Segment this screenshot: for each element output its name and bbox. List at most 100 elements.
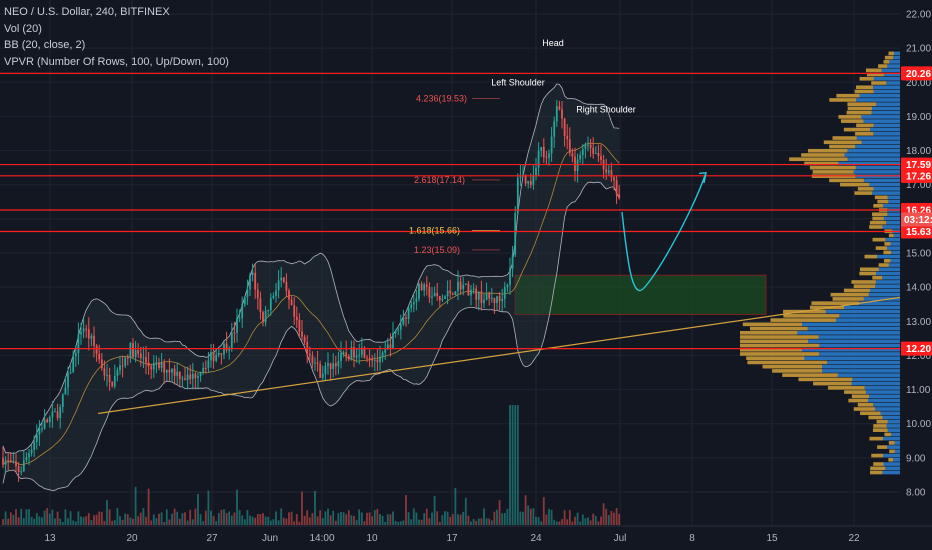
vp-up-row (873, 85, 900, 90)
candle-body (238, 318, 241, 320)
volume-bar (171, 513, 173, 525)
candle-body (600, 156, 602, 161)
trendline[interactable] (97, 296, 901, 415)
time-axis[interactable]: 13 20 27 Jun 14:00 10 17 24 Jul 8 15 22 (0, 525, 932, 550)
volume-bar (496, 509, 498, 525)
candle-body (69, 372, 72, 374)
volume-bar (129, 517, 132, 525)
volume-bar (124, 513, 127, 525)
candle-body (418, 283, 420, 299)
candle-body (519, 175, 522, 178)
volume-bar (191, 519, 194, 525)
vp-down-row (873, 462, 884, 466)
vp-down-row (853, 407, 876, 411)
legend-symbol[interactable]: NEO / U.S. Dollar, 240, BITFINEX (4, 6, 170, 18)
vp-down-row (859, 271, 876, 276)
volume-bar (100, 511, 103, 525)
volume-bar (550, 509, 553, 525)
volume-bar (334, 520, 337, 525)
legend-vol[interactable]: Vol (20) (4, 22, 42, 35)
vp-up-row (882, 470, 900, 475)
candle-body (25, 457, 28, 461)
vp-down-row (783, 314, 840, 318)
price-axis[interactable]: 22.0021.0020.0019.0018.0017.0016.0015.00… (900, 0, 932, 550)
demand-zone (514, 274, 767, 315)
vp-down-row (857, 187, 874, 191)
vp-down-row (872, 275, 883, 280)
legend-vpvr[interactable]: VPVR (Number Of Rows, 100, Up/Down, 100) (4, 55, 229, 68)
candle-body (381, 352, 384, 357)
candle-body (613, 177, 615, 181)
volume-bar (555, 521, 558, 525)
level-badge[interactable] (901, 168, 932, 183)
candle-body (334, 363, 337, 367)
volume-bar (298, 521, 301, 525)
last-price-badge[interactable] (901, 212, 932, 227)
level-badge[interactable] (901, 224, 932, 239)
volume-bar (207, 490, 210, 525)
vp-down-row (878, 64, 888, 68)
volume-bar (558, 521, 561, 525)
vp-up-row (868, 398, 900, 403)
level-badge-label: 20.26 (906, 69, 931, 80)
candle-body (259, 298, 262, 312)
vp-up-row (868, 292, 900, 297)
candle-body (212, 352, 215, 361)
candle-body (298, 319, 301, 332)
candle-body (145, 357, 147, 363)
vp-up-row (894, 441, 900, 445)
vp-up-row (887, 212, 900, 217)
candle-body (275, 290, 277, 296)
vp-down-row (843, 288, 870, 293)
volume-bar (145, 516, 147, 525)
candle-body (480, 291, 483, 304)
vp-up-row (887, 246, 900, 250)
volume-bar (561, 519, 563, 525)
candle-body (584, 145, 587, 149)
vp-up-row (819, 343, 900, 348)
vp-down-row (749, 326, 808, 331)
price-levels[interactable] (0, 72, 900, 350)
projection-arrow[interactable] (621, 171, 707, 292)
projection-path[interactable] (621, 172, 707, 292)
volume-bar (106, 500, 108, 525)
candle-body (93, 335, 95, 347)
candle-body (399, 324, 402, 330)
candle-body (350, 347, 353, 360)
candle-body (514, 213, 517, 255)
candle-body (571, 153, 574, 157)
candle-body (181, 378, 184, 380)
candle-body (360, 347, 363, 355)
level-badge[interactable] (901, 341, 932, 356)
vp-down-row (859, 76, 874, 81)
candle-body (256, 289, 259, 299)
candle-body (288, 290, 290, 300)
volume-bar (230, 515, 233, 525)
candle-body (134, 350, 137, 358)
candle-body (280, 277, 283, 281)
candle-body (98, 353, 101, 360)
volume-bar (293, 521, 296, 525)
candle-body (389, 344, 392, 349)
legend-bb[interactable]: BB (20, close, 2) (4, 39, 86, 51)
candle-body (581, 148, 584, 156)
volume-bar (566, 519, 569, 525)
candle-body (197, 376, 199, 378)
candle-body (202, 367, 205, 373)
volume-bar (571, 521, 574, 525)
volume-bar (168, 519, 171, 525)
ascending-trendline[interactable] (97, 296, 901, 415)
volume-bar (134, 486, 137, 525)
candle-body (142, 357, 145, 359)
level-badge[interactable] (901, 66, 932, 81)
candle-body (290, 299, 293, 306)
candle-body (113, 375, 116, 387)
vp-up-row (881, 68, 900, 73)
candle-body (563, 118, 566, 136)
vp-down-row (740, 352, 820, 356)
candle-body (137, 350, 140, 354)
volume-bar (506, 508, 509, 525)
candle-body (490, 298, 493, 300)
level-badge[interactable] (901, 157, 932, 172)
